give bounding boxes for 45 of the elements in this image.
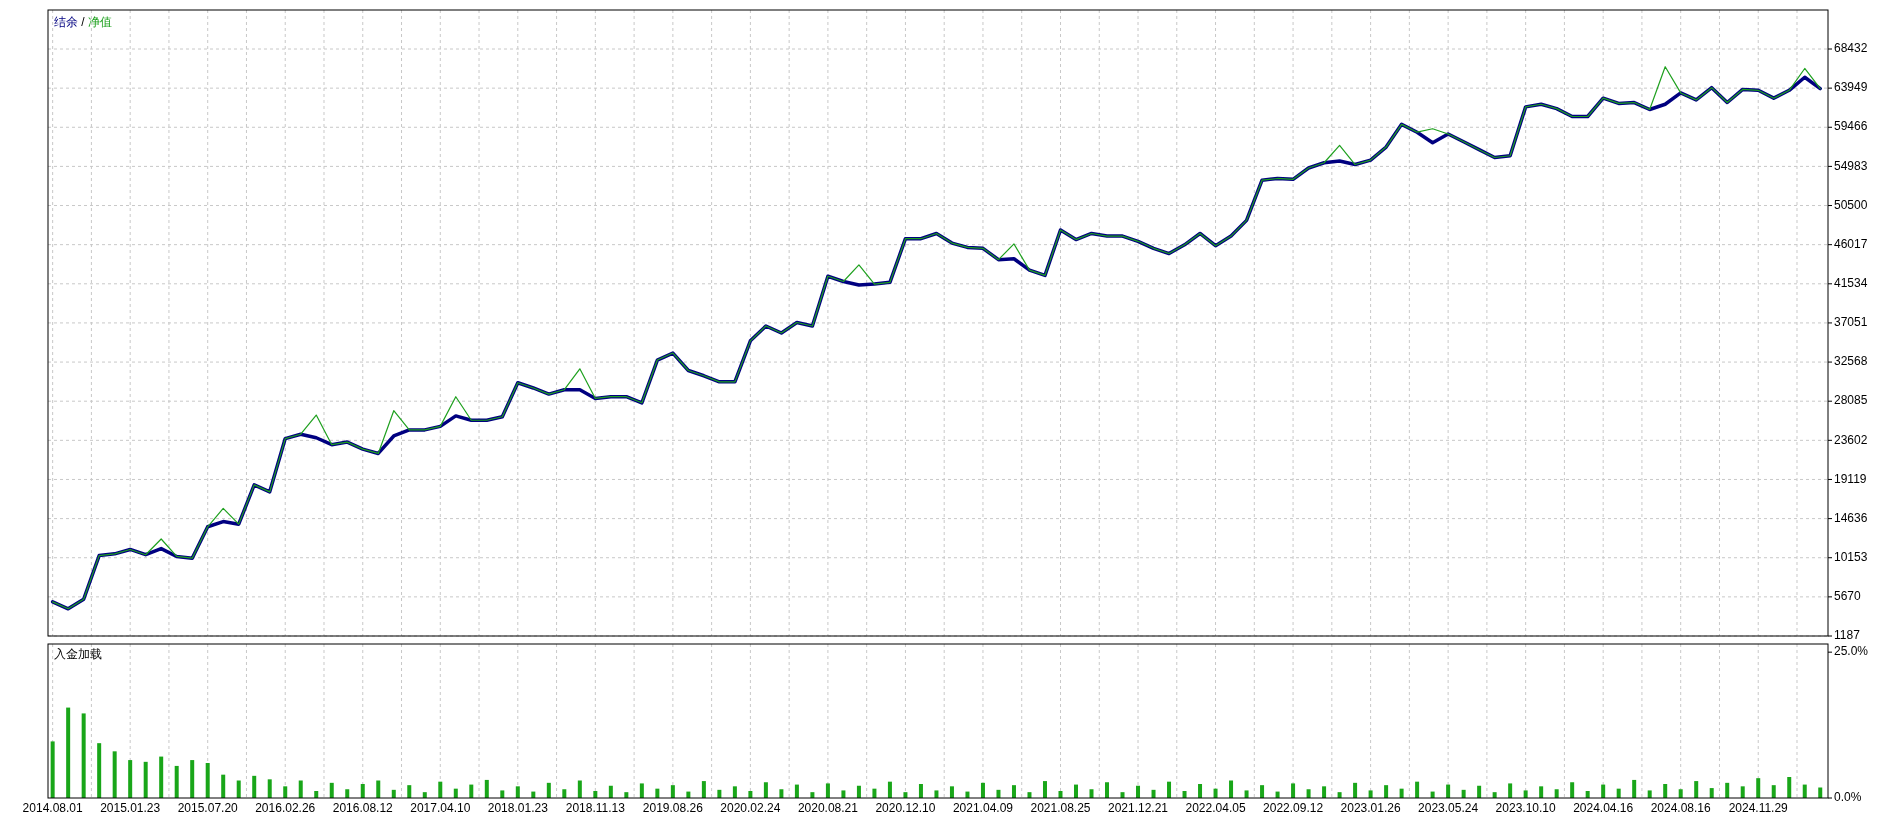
x-tick-label: 2023.05.24 bbox=[1418, 801, 1479, 815]
chart-title: 入金加载 bbox=[54, 647, 102, 661]
y-tick-label: 19119 bbox=[1834, 471, 1867, 486]
x-tick-label: 2015.01.23 bbox=[100, 801, 161, 815]
x-tick-label: 2024.04.16 bbox=[1573, 801, 1634, 815]
y-tick-label: 41534 bbox=[1834, 275, 1868, 290]
y-tick-label: 25.0% bbox=[1834, 644, 1869, 659]
y-tick-label: 63949 bbox=[1834, 80, 1868, 95]
x-tick-label: 2018.01.23 bbox=[487, 801, 549, 815]
x-tick-label: 2018.11.13 bbox=[565, 801, 626, 815]
x-tick-label: 2023.01.26 bbox=[1340, 801, 1401, 815]
x-tick-label: 2020.02.24 bbox=[720, 801, 781, 815]
x-tick-label: 2020.12.10 bbox=[875, 801, 936, 815]
y-tick-label: 68432 bbox=[1834, 41, 1868, 56]
x-tick-label: 2016.08.12 bbox=[332, 801, 394, 815]
x-tick-label: 2016.02.26 bbox=[255, 801, 316, 815]
x-tick-label: 2014.08.01 bbox=[22, 801, 84, 815]
x-tick-label: 2022.04.05 bbox=[1185, 801, 1246, 815]
y-tick-label: 50500 bbox=[1834, 197, 1868, 212]
y-tick-label: 46017 bbox=[1834, 236, 1868, 251]
text: 净值 bbox=[88, 15, 113, 29]
x-tick-label: 2021.04.09 bbox=[952, 801, 1014, 815]
y-tick-label: 32568 bbox=[1834, 354, 1868, 369]
y-tick-label: 59466 bbox=[1834, 119, 1868, 134]
x-tick-label: 2019.08.26 bbox=[642, 801, 704, 815]
x-tick-label: 2021.12.21 bbox=[1107, 801, 1169, 815]
x-tick-label: 2021.08.25 bbox=[1030, 801, 1091, 815]
x-tick-label: 2017.04.10 bbox=[410, 801, 471, 815]
y-tick-label: 23602 bbox=[1834, 432, 1868, 447]
y-tick-label: 28085 bbox=[1834, 393, 1868, 408]
y-tick-label: 37051 bbox=[1834, 315, 1868, 330]
x-tick-label: 2015.07.20 bbox=[177, 801, 239, 815]
x-tick-label: 2020.08.21 bbox=[797, 801, 859, 815]
x-tick-label: 2024.08.16 bbox=[1650, 801, 1712, 815]
x-tick-label: 2023.10.10 bbox=[1495, 801, 1556, 815]
y-tick-label: 1187 bbox=[1834, 628, 1861, 643]
y-tick-label: 10153 bbox=[1834, 549, 1868, 564]
text: 结余 bbox=[54, 15, 78, 29]
y-tick-label: 0.0% bbox=[1834, 790, 1862, 805]
x-tick-label: 2024.11.29 bbox=[1728, 801, 1789, 815]
y-tick-label: 14636 bbox=[1834, 510, 1868, 525]
annotation: / bbox=[78, 15, 89, 29]
y-tick-label: 5670 bbox=[1834, 589, 1862, 604]
x-tick-label: 2022.09.12 bbox=[1263, 801, 1324, 815]
y-tick-label: 54983 bbox=[1834, 158, 1868, 173]
